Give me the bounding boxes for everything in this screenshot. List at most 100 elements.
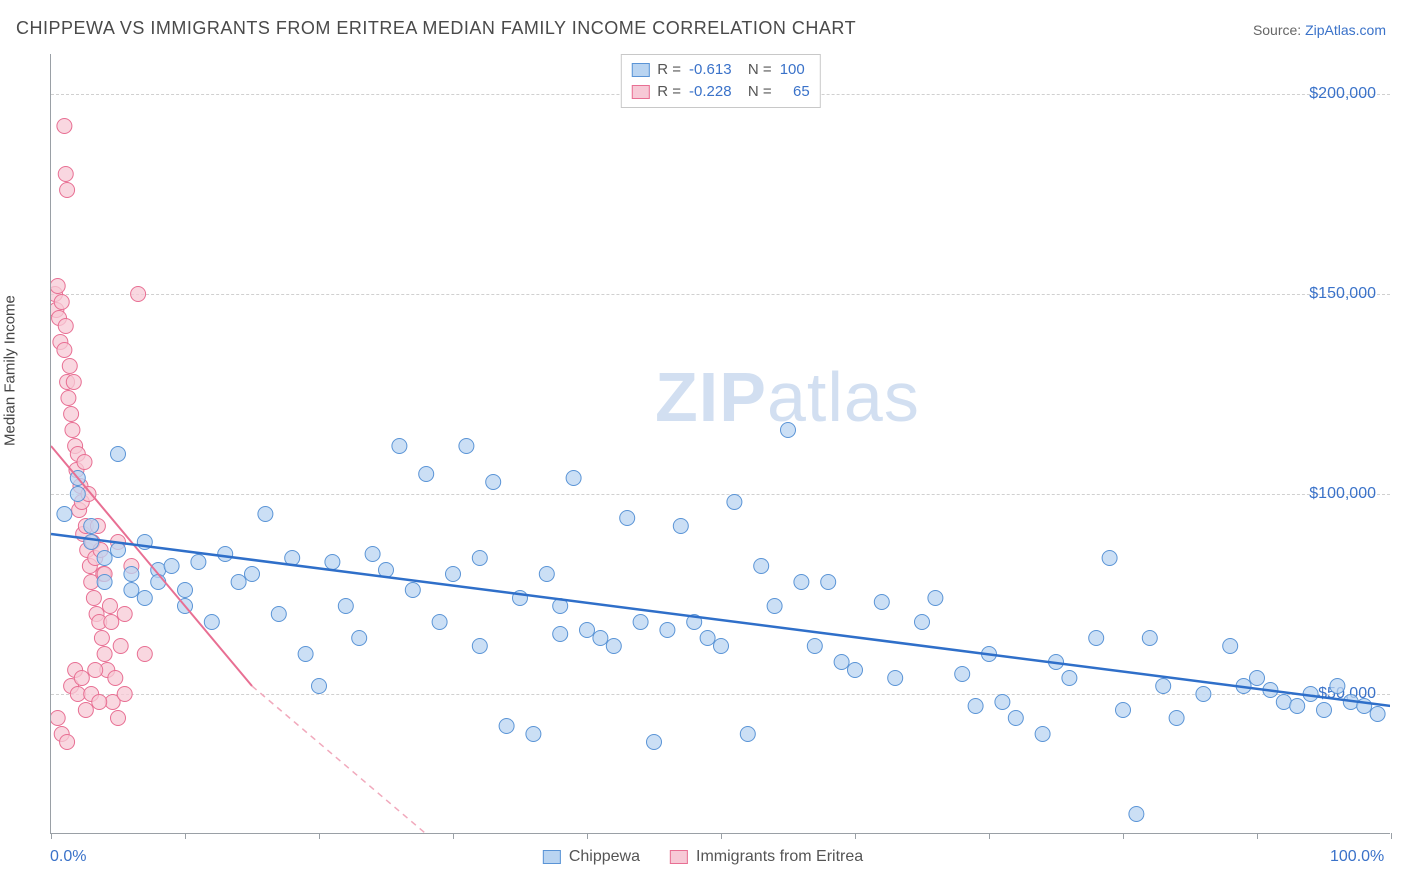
data-point	[446, 567, 461, 582]
data-point	[714, 639, 729, 654]
data-point	[178, 583, 193, 598]
data-point	[245, 567, 260, 582]
data-point	[151, 575, 166, 590]
source-attribution: Source: ZipAtlas.com	[1253, 22, 1386, 38]
x-tick	[989, 833, 990, 839]
data-point	[834, 655, 849, 670]
legend-r-value-eritrea: -0.228	[689, 81, 732, 103]
source-label: Source:	[1253, 22, 1301, 38]
data-point	[64, 407, 79, 422]
data-point	[54, 295, 69, 310]
data-point	[97, 575, 112, 590]
data-point	[1129, 807, 1144, 822]
data-point	[472, 551, 487, 566]
x-tick-label: 100.0%	[1330, 848, 1384, 866]
scatter-svg	[51, 54, 1390, 833]
x-tick	[51, 833, 52, 839]
data-point	[124, 583, 139, 598]
data-point	[888, 671, 903, 686]
data-point	[526, 727, 541, 742]
data-point	[1116, 703, 1131, 718]
data-point	[58, 167, 73, 182]
data-point	[111, 447, 126, 462]
data-point	[1250, 671, 1265, 686]
data-point	[231, 575, 246, 590]
data-point	[258, 507, 273, 522]
data-point	[620, 511, 635, 526]
y-axis-label: Median Family Income	[2, 295, 19, 446]
data-point	[419, 467, 434, 482]
legend-n-label: N =	[740, 81, 772, 103]
data-point	[1330, 679, 1345, 694]
data-point	[1370, 707, 1385, 722]
correlation-legend: R = -0.613 N = 100 R = -0.228 N = 65	[620, 54, 820, 108]
data-point	[312, 679, 327, 694]
data-point	[113, 639, 128, 654]
data-point	[1290, 699, 1305, 714]
data-point	[137, 647, 152, 662]
data-point	[821, 575, 836, 590]
data-point	[606, 639, 621, 654]
data-point	[472, 639, 487, 654]
scatter-plot-area: R = -0.613 N = 100 R = -0.228 N = 65 ZIP…	[50, 54, 1390, 834]
data-point	[51, 279, 65, 294]
data-point	[781, 423, 796, 438]
data-point	[104, 615, 119, 630]
chart-title: CHIPPEWA VS IMMIGRANTS FROM ERITREA MEDI…	[16, 18, 856, 39]
data-point	[84, 519, 99, 534]
x-tick	[185, 833, 186, 839]
data-point	[1102, 551, 1117, 566]
data-point	[767, 599, 782, 614]
legend-item-eritrea: Immigrants from Eritrea	[670, 848, 863, 866]
x-tick	[855, 833, 856, 839]
data-point	[660, 623, 675, 638]
data-point	[486, 475, 501, 490]
data-point	[298, 647, 313, 662]
data-point	[77, 455, 92, 470]
data-point	[62, 359, 77, 374]
data-point	[593, 631, 608, 646]
data-point	[1035, 727, 1050, 742]
legend-n-value-eritrea: 65	[780, 81, 810, 103]
data-point	[553, 627, 568, 642]
data-point	[97, 551, 112, 566]
data-point	[848, 663, 863, 678]
data-point	[70, 487, 85, 502]
legend-n-label: N =	[740, 59, 772, 81]
data-point	[97, 647, 112, 662]
data-point	[647, 735, 662, 750]
legend-label-eritrea: Immigrants from Eritrea	[696, 848, 863, 866]
data-point	[65, 423, 80, 438]
data-point	[968, 699, 983, 714]
data-point	[117, 687, 132, 702]
data-point	[204, 615, 219, 630]
legend-label-chippewa: Chippewa	[569, 848, 640, 866]
trend-line	[51, 534, 1390, 706]
x-tick	[1257, 833, 1258, 839]
data-point	[1196, 687, 1211, 702]
legend-r-label: R =	[657, 81, 681, 103]
legend-row-chippewa: R = -0.613 N = 100	[631, 59, 809, 81]
data-point	[566, 471, 581, 486]
data-point	[995, 695, 1010, 710]
data-point	[102, 599, 117, 614]
series-legend: Chippewa Immigrants from Eritrea	[543, 848, 863, 866]
data-point	[539, 567, 554, 582]
legend-row-eritrea: R = -0.228 N = 65	[631, 81, 809, 103]
legend-r-label: R =	[657, 59, 681, 81]
data-point	[700, 631, 715, 646]
data-point	[88, 663, 103, 678]
data-point	[66, 375, 81, 390]
data-point	[673, 519, 688, 534]
data-point	[392, 439, 407, 454]
data-point	[86, 591, 101, 606]
data-point	[124, 567, 139, 582]
data-point	[405, 583, 420, 598]
x-tick-label: 0.0%	[50, 848, 86, 866]
legend-swatch-eritrea-bottom	[670, 850, 688, 864]
data-point	[60, 183, 75, 198]
x-tick	[453, 833, 454, 839]
legend-swatch-chippewa-bottom	[543, 850, 561, 864]
source-value: ZipAtlas.com	[1305, 22, 1386, 38]
data-point	[58, 319, 73, 334]
